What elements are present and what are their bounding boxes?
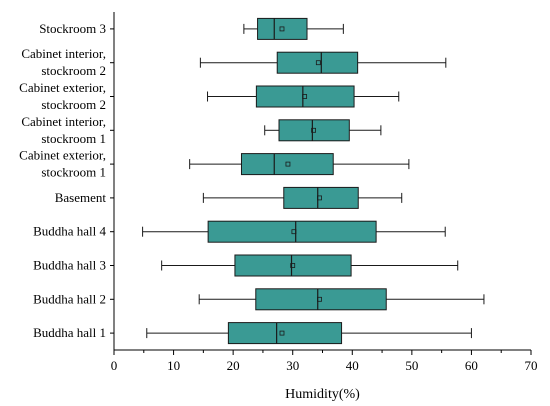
- iqr-box: [255, 85, 355, 108]
- iqr-box: [257, 17, 308, 40]
- iqr-box: [227, 322, 343, 345]
- x-tick-label: 70: [525, 358, 538, 373]
- category-label: Buddha hall 4: [33, 224, 106, 239]
- category-label: Cabinet interior, stockroom 1: [21, 114, 106, 146]
- box-group: [161, 254, 459, 277]
- x-tick-label: 30: [286, 358, 299, 373]
- boxes-layer: [142, 17, 485, 345]
- mean-marker: [317, 195, 322, 201]
- category-label-line: Cabinet interior,: [21, 46, 106, 61]
- mean-marker: [311, 127, 316, 133]
- mean-marker: [279, 26, 285, 32]
- category-label-line: Basement: [55, 190, 107, 205]
- category-label: Buddha hall 3: [33, 258, 106, 273]
- category-label-line: stockroom 2: [41, 97, 106, 112]
- mean-marker: [302, 94, 308, 99]
- category-label-line: stockroom 1: [41, 165, 106, 180]
- category-label-line: Cabinet interior,: [21, 114, 106, 129]
- category-label-line: Buddha hall 3: [33, 258, 106, 273]
- x-tick-label: 0: [111, 358, 118, 373]
- category-label: Buddha hall 2: [33, 291, 106, 306]
- mean-marker: [291, 229, 297, 235]
- box-group: [202, 186, 403, 209]
- category-label-line: stockroom 2: [41, 63, 106, 78]
- box-group: [198, 288, 485, 311]
- box-group: [264, 119, 382, 142]
- category-label-line: Buddha hall 1: [33, 325, 106, 340]
- category-label-line: Buddha hall 2: [33, 291, 106, 306]
- category-label-line: Cabinet exterior,: [19, 80, 106, 95]
- x-tick-label: 40: [346, 358, 359, 373]
- mean-marker: [285, 161, 291, 167]
- iqr-box: [283, 186, 359, 209]
- box-group: [243, 17, 344, 40]
- category-label: Cabinet interior, stockroom 2: [21, 46, 106, 78]
- iqr-box: [276, 51, 359, 74]
- iqr-box: [234, 254, 352, 277]
- box-group: [207, 85, 400, 108]
- mean-marker: [317, 296, 322, 302]
- iqr-box: [240, 153, 334, 176]
- category-label: Basement: [55, 190, 107, 205]
- box-group: [146, 322, 472, 345]
- x-tick-label: 20: [227, 358, 240, 373]
- category-label: Cabinet exterior, stockroom 2: [19, 80, 106, 112]
- category-label-line: Cabinet exterior,: [19, 148, 106, 163]
- axes-layer: Buddha hall 1 Buddha hall 2 Buddha hall 3 B…: [19, 12, 538, 373]
- category-label-line: Buddha hall 4: [33, 224, 106, 239]
- iqr-box: [278, 119, 350, 142]
- x-axis-title: Humidity(%): [285, 387, 360, 402]
- box-group: [142, 220, 446, 243]
- box-group: [199, 51, 447, 74]
- mean-marker: [315, 60, 321, 66]
- mean-marker: [279, 330, 285, 336]
- box-group: [189, 153, 410, 176]
- x-tick-label: 60: [465, 358, 478, 373]
- category-label: Stockroom 3: [39, 21, 106, 36]
- x-tick-label: 50: [405, 358, 418, 373]
- iqr-box: [255, 288, 387, 311]
- category-label: Cabinet exterior, stockroom 1: [19, 148, 106, 180]
- mean-marker: [290, 263, 296, 268]
- category-label-line: stockroom 1: [41, 131, 106, 146]
- category-label: Buddha hall 1: [33, 325, 106, 340]
- x-tick-label: 10: [167, 358, 180, 373]
- category-label-line: Stockroom 3: [39, 21, 106, 36]
